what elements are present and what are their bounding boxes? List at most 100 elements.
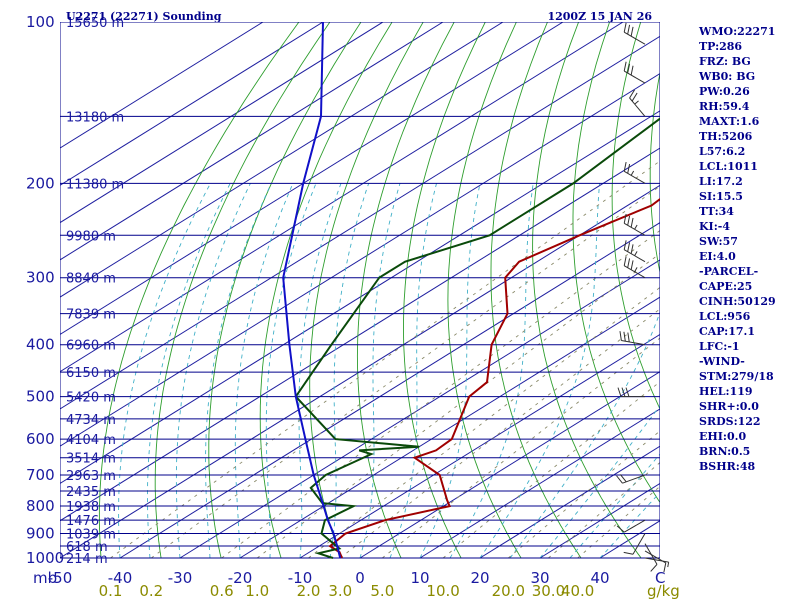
height-label: 618 m	[66, 540, 108, 555]
pressure-tick-label: 300	[26, 269, 55, 287]
mixing-ratio-label: 30.0	[532, 582, 565, 600]
wind-barb	[644, 550, 667, 573]
height-label: 2963 m	[66, 469, 116, 484]
mixing-ratio-label: 5.0	[370, 582, 394, 600]
barb-flag	[627, 258, 631, 268]
index-value: RH:59.4	[699, 100, 750, 113]
index-value: SW:57	[699, 235, 738, 248]
index-value: TH:5206	[699, 130, 753, 143]
barb-flag	[616, 525, 625, 533]
mixing-ratio-label: 2.0	[297, 582, 321, 600]
isotherm-line	[239, 296, 660, 559]
isotherm-line	[60, 22, 624, 373]
mixing-ratio-label: 10.0	[426, 582, 459, 600]
barb-flag	[630, 217, 634, 228]
index-value: LCL:956	[699, 310, 751, 323]
barb-flag	[623, 22, 627, 33]
height-label: 1039 m	[66, 527, 116, 542]
temperature-tick-label: -10	[288, 569, 313, 587]
dry-adiabat-line	[403, 22, 486, 559]
index-value: LCL:1011	[699, 160, 758, 173]
barb-flag	[630, 244, 634, 254]
moist-adiabat-line	[175, 183, 251, 559]
moist-adiabat-line	[265, 183, 317, 558]
isotherm-line	[60, 147, 660, 522]
dry-adiabat-line	[154, 22, 331, 559]
wind-barb	[623, 22, 646, 45]
index-value: CAPE:25	[699, 280, 752, 293]
temperature-tick-label: 40	[590, 569, 609, 587]
wind-barb	[619, 331, 646, 346]
barb-flag	[627, 163, 631, 174]
isotherm-line	[60, 22, 444, 261]
index-value: TT:34	[699, 205, 734, 218]
barb-flag	[650, 564, 658, 572]
barb-shaft	[632, 533, 646, 555]
index-value: -WIND-	[699, 355, 745, 368]
wind-barb	[623, 61, 646, 84]
temperature-tick-label: -30	[168, 569, 193, 587]
pressure-tick-label: 200	[26, 174, 55, 192]
mixing-ratio-label: 20.0	[492, 582, 525, 600]
moist-adiabat-line	[389, 183, 437, 559]
height-label: 214 m	[66, 552, 108, 567]
temperature-tick-label: -50	[48, 569, 73, 587]
barb-flag	[625, 387, 630, 397]
wind-barb	[623, 161, 646, 184]
height-label: 11380 m	[66, 177, 124, 192]
height-label: 1938 m	[66, 500, 116, 515]
barb-flag	[629, 89, 635, 99]
height-label: 15650 m	[66, 16, 124, 31]
barb-flag	[663, 562, 667, 573]
wind-barb	[644, 543, 658, 572]
index-value: EI:4.0	[699, 250, 736, 263]
chart-title: U2271 (22271) Sounding	[66, 10, 222, 23]
temperature-tick-label: 30	[530, 569, 549, 587]
pressure-tick-label: 600	[26, 430, 55, 448]
mixing-ratio-label: 3.0	[328, 582, 352, 600]
barb-shaft	[623, 519, 646, 533]
barb-half-flag	[634, 224, 638, 230]
index-value: WMO:22271	[698, 25, 775, 38]
moist-adiabat-line	[118, 183, 211, 559]
barb-half-flag	[667, 562, 670, 568]
index-value: STM:279/18	[699, 370, 774, 383]
barb-flag	[630, 26, 634, 37]
wind-barb	[644, 557, 670, 568]
wind-barbs	[616, 22, 670, 573]
moist-adiabat-line	[234, 183, 294, 558]
isotherm-line	[60, 72, 660, 447]
mixing-ratio-label: 40.0	[561, 582, 594, 600]
pressure-tick-label: 1000	[26, 549, 64, 567]
barb-flag	[616, 475, 623, 484]
barb-shaft	[644, 543, 658, 565]
barb-shaft	[644, 557, 669, 563]
dry-adiabat-line	[490, 22, 582, 559]
temperature-unit-label: C	[655, 569, 665, 587]
pressure-tick-label: 400	[26, 336, 55, 354]
parcel-line	[282, 22, 342, 559]
index-value: SHR+:0.0	[699, 400, 759, 413]
height-label: 6150 m	[66, 366, 116, 381]
index-value: LFC:-1	[699, 340, 740, 353]
height-label: 8840 m	[66, 272, 116, 287]
temperature-tick-label: 20	[470, 569, 489, 587]
wind-barb	[623, 240, 646, 263]
height-label: 1476 m	[66, 514, 116, 529]
barb-half-flag	[630, 170, 635, 176]
barb-flag	[623, 213, 627, 224]
barb-flag	[623, 61, 627, 72]
index-value: EHI:0.0	[699, 430, 746, 443]
isotherm-line	[299, 333, 660, 559]
barb-half-flag	[634, 100, 639, 105]
index-value: -PARCEL-	[699, 265, 758, 278]
index-value: CINH:50129	[699, 295, 776, 308]
moist-adiabat-line	[479, 183, 601, 559]
height-label: 4734 m	[66, 413, 116, 428]
temperature-tick-label: 0	[355, 569, 365, 587]
isotherm-line	[60, 35, 660, 410]
index-value: HEL:119	[699, 385, 753, 398]
barb-flag	[627, 332, 630, 342]
